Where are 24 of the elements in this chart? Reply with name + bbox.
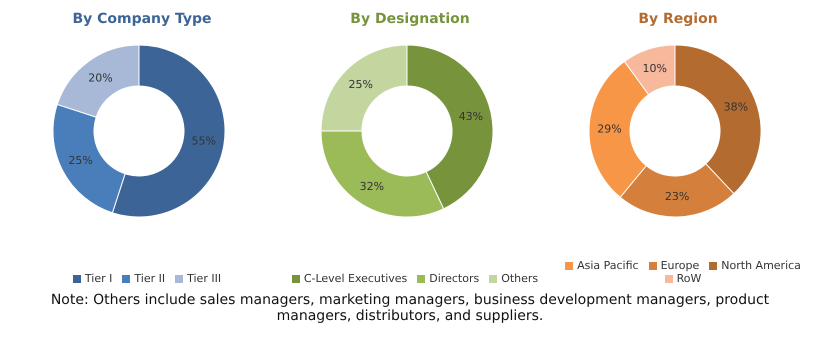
legend-label: Directors bbox=[429, 272, 480, 285]
legend-label: C-Level Executives bbox=[304, 272, 408, 285]
legend-label: Tier III bbox=[187, 272, 222, 285]
data-label: 25% bbox=[68, 154, 93, 168]
text: Note: Others include sales managers, marketing managers, business development managers, product managers, distributors, and suppliers. bbox=[50, 292, 770, 324]
legend-label: Tier I bbox=[84, 272, 112, 285]
data-label: 43% bbox=[458, 110, 484, 124]
legend-label: North America bbox=[721, 259, 801, 272]
data-label: 38% bbox=[724, 100, 748, 114]
data-label: 20% bbox=[88, 72, 113, 85]
chart-title: By Company Type bbox=[71, 10, 213, 29]
data-label: 29% bbox=[597, 122, 622, 136]
data-label: 10% bbox=[642, 62, 667, 76]
data-label: 55% bbox=[191, 134, 216, 148]
legend-label: Europe bbox=[660, 259, 700, 272]
data-label: 25% bbox=[348, 78, 373, 92]
legend-label: RoW bbox=[676, 272, 702, 285]
legend-label: Asia Pacific bbox=[577, 259, 639, 272]
legend-label: Others bbox=[501, 272, 538, 285]
data-label: 23% bbox=[664, 190, 690, 203]
data-label: 32% bbox=[360, 180, 384, 193]
chart-title: By Region bbox=[637, 10, 719, 29]
chart-title: By Designation bbox=[349, 10, 471, 29]
legend-label: Tier II bbox=[134, 272, 166, 285]
